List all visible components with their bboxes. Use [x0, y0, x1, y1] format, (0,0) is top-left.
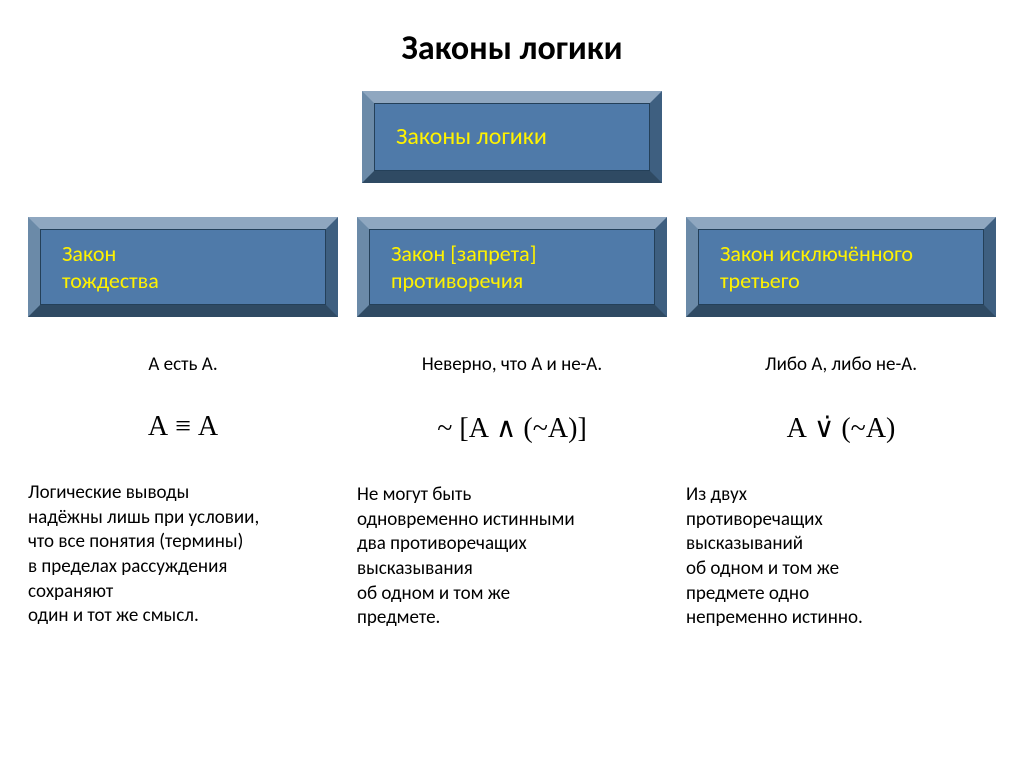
col-noncontradiction: Неверно, что А и не-А. ~ [А ∧ (~А)] Не м… [357, 353, 667, 631]
formula-excluded-middle: А ∨̇ (~А) [686, 411, 996, 445]
laws-root-label: Законы логики [396, 122, 547, 152]
col-excluded-middle: Либо А, либо не-А. А ∨̇ (~А) Из двух про… [686, 353, 996, 631]
law-box-excluded-middle-label: Закон исключённого третьего [720, 240, 913, 295]
top-box-row: Законы логики [0, 91, 1024, 183]
formula-noncontradiction: ~ [А ∧ (~А)] [357, 411, 667, 445]
law-box-noncontradiction-label: Закон [запрета] противоречия [391, 240, 536, 295]
law-columns: А есть А. А ≡ А Логические выводы надёжн… [0, 353, 1024, 631]
explain-identity: Логические выводы надёжны лишь при услов… [28, 481, 338, 629]
informal-excluded-middle: Либо А, либо не-А. [686, 353, 996, 377]
page-title: Законы логики [0, 0, 1024, 91]
explain-excluded-middle: Из двух противоречащих высказываний об о… [686, 483, 996, 631]
informal-noncontradiction: Неверно, что А и не-А. [357, 353, 667, 377]
col-identity: А есть А. А ≡ А Логические выводы надёжн… [28, 353, 338, 631]
formula-identity: А ≡ А [28, 411, 338, 443]
law-box-identity: Закон тождества [28, 217, 338, 317]
law-box-identity-label: Закон тождества [62, 240, 159, 295]
law-boxes-row: Закон тождества Закон [запрета] противор… [0, 217, 1024, 317]
informal-identity: А есть А. [28, 353, 338, 377]
law-box-excluded-middle: Закон исключённого третьего [686, 217, 996, 317]
explain-noncontradiction: Не могут быть одновременно истинными два… [357, 483, 667, 631]
law-box-noncontradiction: Закон [запрета] противоречия [357, 217, 667, 317]
laws-root-box: Законы логики [362, 91, 662, 183]
